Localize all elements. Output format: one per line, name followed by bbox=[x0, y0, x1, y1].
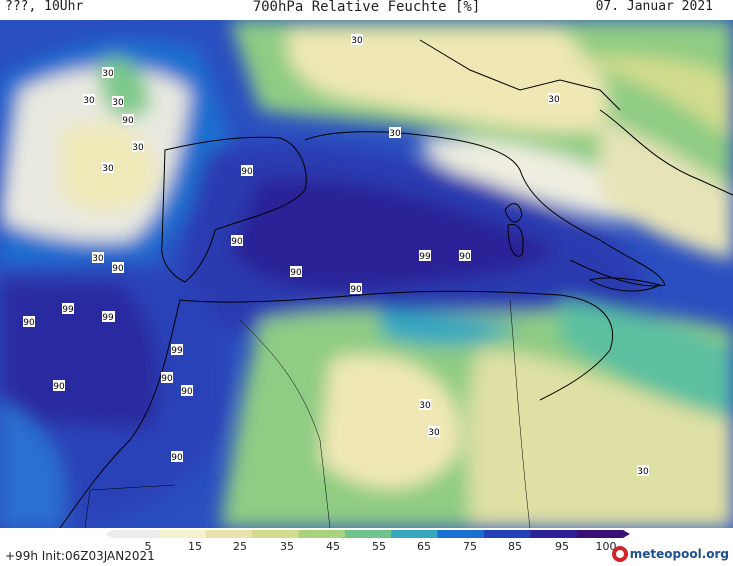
contour-label: 90 bbox=[171, 451, 183, 463]
color-scale-tick: 85 bbox=[508, 540, 522, 553]
color-scale-tick: 65 bbox=[417, 540, 431, 553]
svg-text:30: 30 bbox=[102, 69, 114, 79]
color-scale-segment bbox=[437, 530, 485, 538]
svg-text:90: 90 bbox=[112, 264, 124, 274]
contour-label: 30 bbox=[132, 141, 144, 153]
color-scale-tick: 55 bbox=[372, 540, 386, 553]
svg-text:99: 99 bbox=[171, 346, 183, 356]
contour-label: 30 bbox=[548, 93, 560, 105]
contour-label: 99 bbox=[419, 250, 431, 262]
color-scale-tick: 15 bbox=[188, 540, 202, 553]
svg-text:30: 30 bbox=[351, 36, 363, 46]
contour-label: 30 bbox=[92, 252, 104, 264]
contour-label: 90 bbox=[350, 283, 362, 295]
color-scale-segment bbox=[113, 530, 160, 538]
contour-labels: 30 30 30 90 30 30 30 30 30 90 90 30 90 90 90 99 90 99 90 99… bbox=[23, 34, 649, 477]
contour-label: 30 bbox=[637, 465, 649, 477]
contour-label: 90 bbox=[112, 262, 124, 274]
meteopool-logo: meteopool.org bbox=[611, 544, 729, 564]
svg-text:90: 90 bbox=[23, 318, 35, 328]
svg-text:90: 90 bbox=[350, 285, 362, 295]
svg-text:99: 99 bbox=[62, 305, 74, 315]
svg-text:99: 99 bbox=[102, 313, 114, 323]
color-scale-segment bbox=[205, 530, 253, 538]
contour-label: 30 bbox=[102, 67, 114, 79]
color-scale-segment bbox=[483, 530, 531, 538]
meteopool-logo-icon bbox=[611, 546, 628, 562]
svg-text:30: 30 bbox=[428, 428, 440, 438]
svg-text:90: 90 bbox=[122, 116, 134, 126]
color-scale-tick: 25 bbox=[233, 540, 247, 553]
color-scale-segment bbox=[344, 530, 392, 538]
svg-text:90: 90 bbox=[53, 382, 65, 392]
scale-arrow-right bbox=[623, 530, 630, 538]
svg-text:90: 90 bbox=[171, 453, 183, 463]
coastlines bbox=[59, 39, 733, 528]
color-scale-segment bbox=[159, 530, 207, 538]
svg-text:90: 90 bbox=[181, 387, 193, 397]
color-scale-segment bbox=[576, 530, 624, 538]
svg-text:90: 90 bbox=[231, 237, 243, 247]
contour-label: 90 bbox=[231, 235, 243, 247]
contour-label: 99 bbox=[102, 311, 114, 323]
contour-label: 90 bbox=[290, 266, 302, 278]
svg-text:30: 30 bbox=[112, 98, 124, 108]
color-scale-tick: 95 bbox=[555, 540, 569, 553]
contour-label: 30 bbox=[83, 94, 95, 106]
humidity-field bbox=[0, 20, 733, 528]
contour-label: 90 bbox=[53, 380, 65, 392]
svg-text:30: 30 bbox=[102, 164, 114, 174]
contour-label: 30 bbox=[428, 426, 440, 438]
color-scale-segment bbox=[530, 530, 578, 538]
svg-text:30: 30 bbox=[132, 143, 144, 153]
svg-text:90: 90 bbox=[241, 167, 253, 177]
svg-text:90: 90 bbox=[290, 268, 302, 278]
contour-label: 30 bbox=[112, 96, 124, 108]
color-scale-segment bbox=[391, 530, 439, 538]
contour-label: 99 bbox=[171, 344, 183, 356]
contour-label: 90 bbox=[459, 250, 471, 262]
color-scale-tick: 45 bbox=[326, 540, 340, 553]
color-scale-segment bbox=[298, 530, 346, 538]
svg-text:30: 30 bbox=[389, 129, 401, 139]
contour-label: 30 bbox=[389, 127, 401, 139]
svg-text:30: 30 bbox=[548, 95, 560, 105]
color-scale-tick: 35 bbox=[280, 540, 294, 553]
svg-text:30: 30 bbox=[419, 401, 431, 411]
contour-label: 30 bbox=[351, 34, 363, 46]
contour-label: 99 bbox=[62, 303, 74, 315]
color-scale-tick: 75 bbox=[463, 540, 477, 553]
scale-arrow-left bbox=[105, 530, 113, 538]
contour-label: 30 bbox=[419, 399, 431, 411]
color-scale-tick: 100 bbox=[595, 540, 617, 553]
logo-text: meteopool.org bbox=[629, 547, 729, 561]
color-scale-tick: 5 bbox=[144, 540, 152, 553]
contour-label: 90 bbox=[161, 372, 173, 384]
contour-label: 90 bbox=[23, 316, 35, 328]
contour-label: 30 bbox=[102, 162, 114, 174]
color-scale-bar bbox=[105, 530, 630, 538]
legend: 5 15 25 35 45 55 65 75 85 95 100 +99h Init:06Z03JA… bbox=[0, 528, 733, 566]
init-time-label: +99h Init:06Z03JAN2021 bbox=[5, 549, 155, 563]
map-title: 700hPa Relative Feuchte [%] bbox=[252, 0, 481, 15]
contour-label: 90 bbox=[122, 114, 134, 126]
svg-text:30: 30 bbox=[83, 96, 95, 106]
contour-label: 90 bbox=[181, 385, 193, 397]
forecast-date: 07. Januar 2021 bbox=[595, 0, 713, 14]
color-scale-segment bbox=[252, 530, 299, 538]
contour-label: 90 bbox=[241, 165, 253, 177]
svg-text:90: 90 bbox=[161, 374, 173, 384]
svg-text:30: 30 bbox=[92, 254, 104, 264]
svg-text:99: 99 bbox=[419, 252, 431, 262]
svg-text:90: 90 bbox=[459, 252, 471, 262]
map-header: ???, 10Uhr 700hPa Relative Feuchte [%] 0… bbox=[0, 0, 733, 20]
borders bbox=[84, 299, 531, 528]
svg-text:30: 30 bbox=[637, 467, 649, 477]
forecast-time-label: ???, 10Uhr bbox=[5, 0, 84, 14]
humidity-map: 30 30 30 90 30 30 30 30 30 90 90 30 90 90 90 99 90 99 90 99… bbox=[0, 20, 733, 528]
